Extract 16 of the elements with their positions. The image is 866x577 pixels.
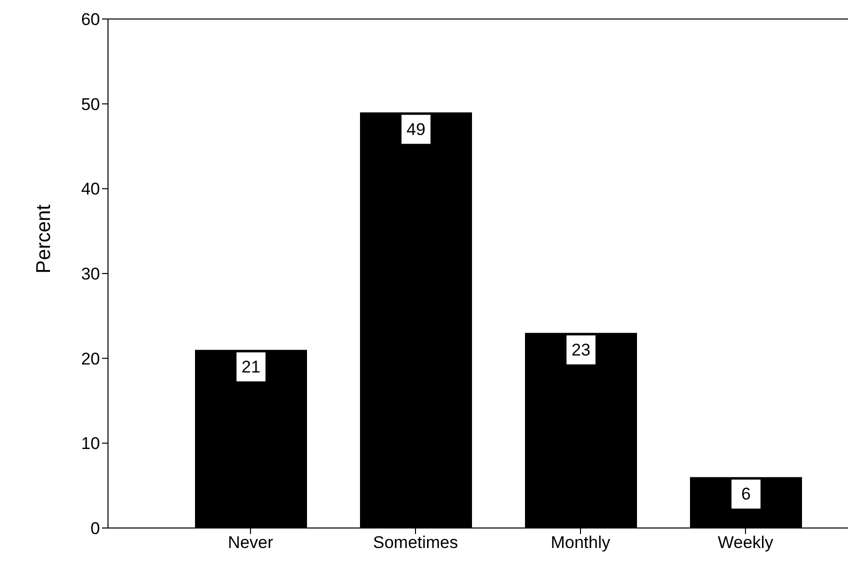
y-tick-label: 30 (81, 264, 100, 284)
x-tick-label: Never (228, 533, 274, 552)
y-tick-label: 10 (81, 434, 100, 454)
y-tick-label: 20 (81, 349, 100, 368)
y-tick-label: 40 (81, 180, 100, 199)
x-tick-label: Monthly (550, 533, 611, 552)
x-tick-label: Sometimes (372, 533, 458, 552)
y-tick-label: 0 (90, 519, 100, 538)
y-axis-title: Percent (33, 204, 56, 274)
x-tick-label: Weekly (718, 533, 774, 552)
data-label: 49 (406, 120, 426, 139)
y-tick-label: 60 (81, 10, 100, 30)
data-label: 6 (741, 484, 751, 504)
y-tick-label: 50 (81, 94, 100, 114)
data-label: 23 (572, 340, 590, 360)
data-label: 21 (242, 357, 260, 376)
